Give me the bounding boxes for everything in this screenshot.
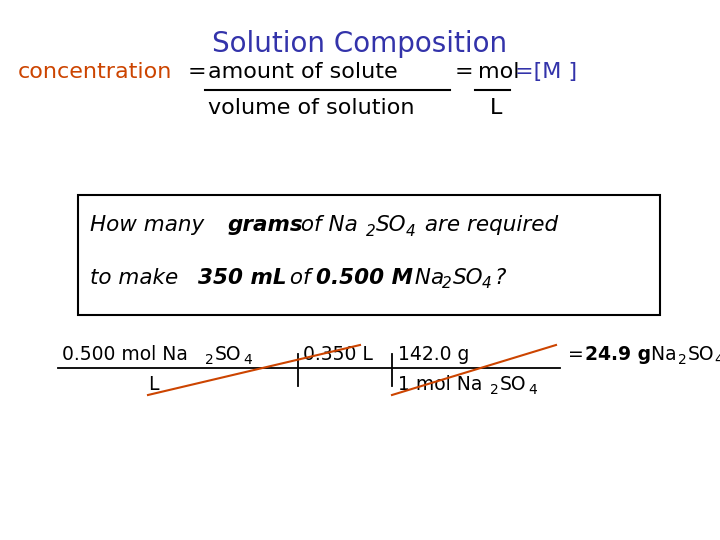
Text: =: = [188,62,207,82]
Text: 4: 4 [482,276,492,292]
Text: of Na: of Na [294,215,358,235]
Text: 24.9 g: 24.9 g [585,346,651,365]
Text: 142.0 g: 142.0 g [398,346,469,365]
Text: 2: 2 [205,353,214,367]
Text: Solution Composition: Solution Composition [212,30,508,58]
Text: of: of [283,268,318,288]
Text: are required: are required [418,215,558,235]
Text: L: L [148,375,158,395]
Text: Na: Na [408,268,444,288]
Text: 4: 4 [243,353,252,367]
Text: volume of solution: volume of solution [208,98,415,118]
Text: =: = [455,62,474,82]
Text: =[M ]: =[M ] [515,62,577,82]
Text: 350 mL: 350 mL [198,268,287,288]
Text: to make: to make [90,268,185,288]
Text: 4: 4 [714,353,720,367]
Text: grams: grams [228,215,304,235]
Text: SO: SO [688,346,714,365]
Text: 2: 2 [490,383,499,397]
Text: 4: 4 [406,224,415,239]
Text: 0.500 M: 0.500 M [316,268,413,288]
Text: =: = [568,346,590,365]
Text: 2: 2 [366,224,376,239]
Text: concentration: concentration [18,62,172,82]
Text: L: L [490,98,503,118]
Text: 0.500 mol Na: 0.500 mol Na [62,346,188,365]
Text: 0.350 L: 0.350 L [303,346,373,365]
Text: SO: SO [215,346,241,365]
Text: 2: 2 [678,353,687,367]
Text: How many: How many [90,215,211,235]
Text: amount of solute: amount of solute [208,62,397,82]
Bar [78,195,660,315]
Text: SO: SO [376,215,407,235]
Text: mol: mol [478,62,520,82]
Text: SO: SO [453,268,484,288]
Text: 2: 2 [442,276,451,292]
Text: ?: ? [494,268,505,288]
Text: 4: 4 [528,383,536,397]
Text: Na: Na [645,346,677,365]
Text: 1 mol Na: 1 mol Na [398,375,482,395]
Text: SO: SO [500,375,526,395]
